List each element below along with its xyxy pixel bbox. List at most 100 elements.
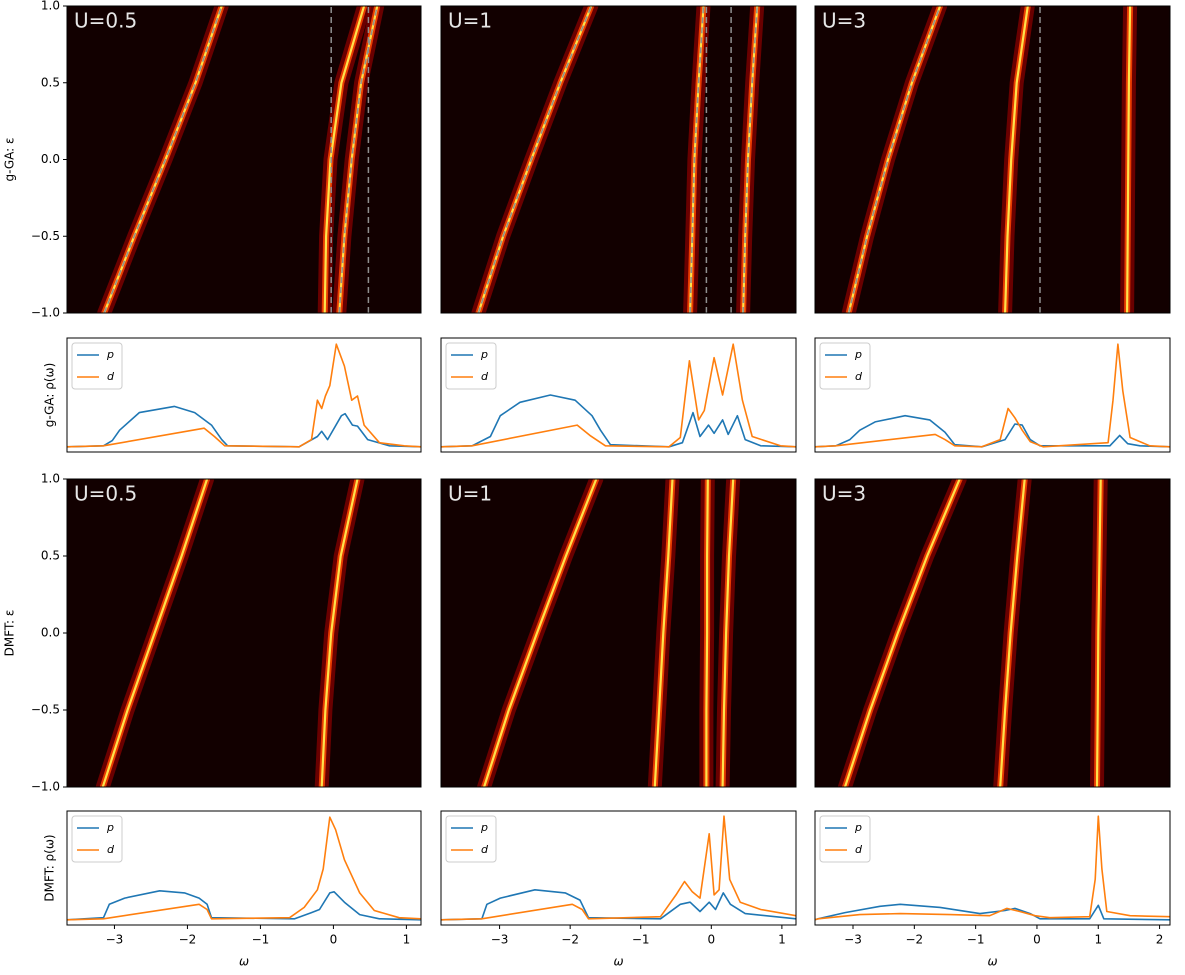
dashed-line bbox=[103, 6, 223, 313]
y-axis-label: g-GA: ρ(ω) bbox=[43, 363, 57, 428]
frame bbox=[66, 337, 422, 453]
annotation: U=1 bbox=[448, 482, 492, 506]
legend-box bbox=[445, 342, 497, 390]
panel bbox=[441, 811, 796, 925]
dashed-line bbox=[847, 6, 941, 313]
dashed-line bbox=[338, 6, 378, 313]
y-axis-label: DMFT: ρ(ω) bbox=[43, 834, 57, 901]
frame bbox=[814, 5, 1171, 314]
spectral-band bbox=[1003, 6, 1029, 313]
density-line bbox=[67, 816, 421, 921]
frame bbox=[814, 337, 1171, 453]
y-tick-label: −0.5 bbox=[31, 229, 60, 243]
plot-background bbox=[67, 811, 421, 925]
legend-label: p bbox=[480, 821, 488, 834]
legend-label: p bbox=[854, 348, 862, 361]
frame bbox=[814, 810, 1171, 926]
x-tick-label: 1 bbox=[403, 933, 411, 947]
plot-background bbox=[815, 338, 1170, 452]
spectral-band bbox=[483, 479, 598, 787]
y-axis-label: DMFT: ε bbox=[3, 610, 17, 657]
y-axis-label: g-GA: ε bbox=[3, 137, 17, 181]
legend-label: d bbox=[855, 370, 863, 383]
plot-background bbox=[441, 811, 796, 925]
spectral-band bbox=[653, 479, 674, 787]
y-tick-label: 0.5 bbox=[41, 75, 60, 89]
x-tick-label: 1 bbox=[778, 933, 786, 947]
dashed-line bbox=[689, 6, 705, 313]
x-tick-label: −2 bbox=[905, 933, 923, 947]
legend-label: d bbox=[107, 370, 115, 383]
y-tick-label: −1.0 bbox=[31, 780, 60, 794]
heatmap-background bbox=[815, 6, 1170, 313]
legend-label: p bbox=[106, 821, 114, 834]
x-tick-label: −3 bbox=[491, 933, 509, 947]
dashed-line bbox=[742, 6, 758, 313]
legend-label: p bbox=[854, 821, 862, 834]
density-line bbox=[815, 815, 1170, 921]
frame bbox=[440, 810, 797, 926]
panel bbox=[67, 6, 421, 313]
spectral-band bbox=[320, 479, 359, 787]
plot-background bbox=[815, 811, 1170, 925]
panel bbox=[67, 338, 421, 452]
spectral-band bbox=[1125, 6, 1132, 313]
y-tick-label: −1.0 bbox=[31, 306, 60, 320]
x-tick-label: 0 bbox=[330, 933, 338, 947]
legend-label: d bbox=[855, 843, 863, 856]
legend-label: d bbox=[107, 843, 115, 856]
y-tick-label: −0.5 bbox=[31, 703, 60, 717]
density-line bbox=[441, 343, 796, 448]
y-tick-label: 0.0 bbox=[41, 152, 60, 166]
frame bbox=[66, 810, 422, 926]
annotation: U=3 bbox=[822, 482, 866, 506]
panel bbox=[441, 6, 796, 313]
x-tick-label: −3 bbox=[106, 933, 124, 947]
x-tick-label: 0 bbox=[1033, 933, 1041, 947]
spectral-band bbox=[721, 479, 735, 787]
legend-box bbox=[71, 815, 123, 863]
plot-background bbox=[441, 338, 796, 452]
y-tick-label: 1.0 bbox=[41, 472, 60, 486]
heatmap-background bbox=[815, 479, 1170, 787]
y-tick-label: 0.5 bbox=[41, 549, 60, 563]
x-tick-label: −1 bbox=[967, 933, 985, 947]
panel bbox=[815, 811, 1170, 925]
y-tick-label: 1.0 bbox=[41, 0, 60, 13]
x-axis-label: ω bbox=[239, 955, 249, 969]
spectral-band bbox=[1095, 479, 1102, 787]
panel bbox=[441, 479, 796, 787]
panel bbox=[815, 479, 1170, 787]
legend-label: p bbox=[480, 348, 488, 361]
x-axis-label: ω bbox=[987, 955, 997, 969]
density-line bbox=[815, 903, 1170, 921]
x-tick-label: −1 bbox=[252, 933, 270, 947]
legend-label: p bbox=[106, 348, 114, 361]
spectral-band bbox=[999, 479, 1026, 787]
x-tick-label: 0 bbox=[707, 933, 715, 947]
x-axis-label: ω bbox=[613, 955, 623, 969]
spectral-band bbox=[705, 479, 709, 787]
legend-box bbox=[819, 815, 871, 863]
panel bbox=[67, 811, 421, 925]
y-tick-label: 0.0 bbox=[41, 626, 60, 640]
panel bbox=[815, 338, 1170, 452]
annotation: U=1 bbox=[448, 9, 492, 33]
panel bbox=[441, 338, 796, 452]
legend-label: d bbox=[481, 370, 489, 383]
legend-box bbox=[445, 815, 497, 863]
density-line bbox=[441, 394, 796, 448]
dashed-line bbox=[477, 6, 592, 313]
annotation: U=0.5 bbox=[74, 482, 137, 506]
x-tick-label: −2 bbox=[561, 933, 579, 947]
x-tick-label: −3 bbox=[844, 933, 862, 947]
panel bbox=[815, 6, 1170, 313]
density-line bbox=[815, 343, 1170, 448]
density-line bbox=[815, 414, 1170, 448]
x-tick-label: 1 bbox=[1094, 933, 1102, 947]
legend-label: d bbox=[481, 843, 489, 856]
density-line bbox=[67, 343, 421, 448]
spectral-band bbox=[843, 479, 961, 787]
legend-box bbox=[71, 342, 123, 390]
